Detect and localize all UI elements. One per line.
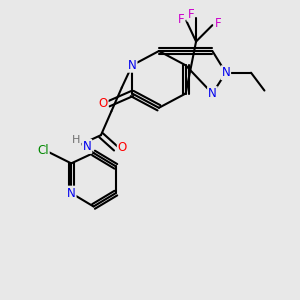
Text: N: N xyxy=(67,187,76,200)
Text: F: F xyxy=(178,13,184,26)
Text: H: H xyxy=(72,135,80,145)
Text: Cl: Cl xyxy=(37,143,49,157)
Text: F: F xyxy=(214,17,221,30)
Text: O: O xyxy=(98,98,108,110)
Text: F: F xyxy=(188,8,194,21)
Text: N: N xyxy=(82,140,91,153)
Text: O: O xyxy=(118,140,127,154)
Text: N: N xyxy=(128,59,136,72)
Text: N: N xyxy=(208,87,217,100)
Text: N: N xyxy=(221,66,230,79)
